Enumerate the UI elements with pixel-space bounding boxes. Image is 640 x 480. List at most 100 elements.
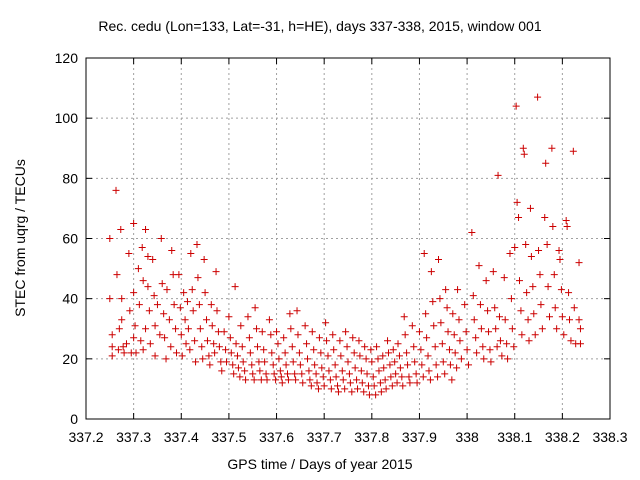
data-point <box>325 367 333 375</box>
data-point <box>575 316 583 324</box>
y-tick-label: 40 <box>62 291 78 307</box>
data-point <box>362 355 370 363</box>
data-point <box>501 316 509 324</box>
data-point <box>206 361 214 369</box>
data-point <box>274 340 282 348</box>
x-tick-label: 337.8 <box>354 429 389 445</box>
data-point <box>417 346 425 354</box>
data-point <box>436 295 444 303</box>
data-point <box>437 319 445 327</box>
data-point <box>203 316 211 324</box>
data-point <box>191 337 199 345</box>
data-point <box>387 373 395 381</box>
data-point <box>451 349 459 357</box>
data-point <box>311 361 319 369</box>
data-point <box>376 379 384 387</box>
data-point <box>519 144 527 152</box>
data-point <box>462 328 470 336</box>
x-tick-label: 337.9 <box>402 429 437 445</box>
data-point <box>512 102 520 110</box>
y-axis-label: STEC from uqrg / TECUs <box>12 159 28 317</box>
data-point <box>355 337 363 345</box>
data-point <box>477 325 485 333</box>
data-point <box>348 388 356 396</box>
x-tick-label: 337.5 <box>211 429 246 445</box>
data-point <box>381 376 389 384</box>
data-point <box>565 289 573 297</box>
data-point <box>175 271 183 279</box>
data-point <box>424 352 432 360</box>
data-point <box>230 370 238 378</box>
data-point <box>195 301 203 309</box>
data-point <box>345 370 353 378</box>
data-point <box>192 358 200 366</box>
data-point <box>445 346 453 354</box>
data-point <box>334 382 342 390</box>
data-point <box>188 286 196 294</box>
data-point <box>286 310 294 318</box>
data-point <box>507 295 515 303</box>
data-point <box>287 325 295 333</box>
data-point <box>375 367 383 375</box>
data-point <box>553 325 561 333</box>
data-point <box>562 216 570 224</box>
data-point <box>177 331 185 339</box>
data-point <box>373 343 381 351</box>
data-point <box>168 247 176 255</box>
data-point <box>455 316 463 324</box>
data-point <box>576 340 584 348</box>
data-point <box>527 253 535 261</box>
y-tick-label: 120 <box>55 50 79 66</box>
data-point <box>469 292 477 300</box>
data-point <box>403 349 411 357</box>
data-point <box>353 376 361 384</box>
data-point <box>543 241 551 249</box>
data-point <box>117 225 125 233</box>
data-point <box>251 304 259 312</box>
data-point <box>557 286 565 294</box>
data-point <box>330 346 338 354</box>
data-point <box>550 271 558 279</box>
data-point <box>122 340 130 348</box>
data-point <box>444 328 452 336</box>
data-point <box>493 343 501 351</box>
data-point <box>106 295 114 303</box>
data-point <box>306 376 314 384</box>
data-point <box>167 343 175 351</box>
data-point <box>508 325 516 333</box>
data-point <box>160 310 168 318</box>
data-point <box>250 376 258 384</box>
data-point <box>134 265 142 273</box>
data-point <box>525 337 533 345</box>
data-point <box>310 346 318 354</box>
data-point <box>131 322 139 330</box>
data-point <box>275 355 283 363</box>
data-point <box>391 358 399 366</box>
data-point <box>380 364 388 372</box>
data-point <box>484 307 492 315</box>
data-point <box>132 349 140 357</box>
data-point <box>520 150 528 158</box>
y-tick-label: 100 <box>55 110 79 126</box>
data-point <box>210 340 218 348</box>
y-tick-label: 80 <box>62 170 78 186</box>
x-tick-label: 337.3 <box>116 429 151 445</box>
x-tick-label: 338.2 <box>545 429 580 445</box>
x-tick-label: 337.2 <box>68 429 103 445</box>
data-point <box>193 241 201 249</box>
data-point <box>548 144 556 152</box>
data-point <box>269 361 277 369</box>
data-point <box>522 241 530 249</box>
data-point <box>173 349 181 357</box>
data-point <box>163 286 171 294</box>
data-point <box>149 256 157 264</box>
data-point <box>205 352 213 360</box>
data-point <box>327 385 335 393</box>
data-point <box>454 286 462 294</box>
data-point <box>399 382 407 390</box>
data-point <box>260 346 268 354</box>
data-point <box>431 343 439 351</box>
data-point <box>113 271 121 279</box>
data-point <box>530 310 538 318</box>
data-point <box>280 334 288 342</box>
